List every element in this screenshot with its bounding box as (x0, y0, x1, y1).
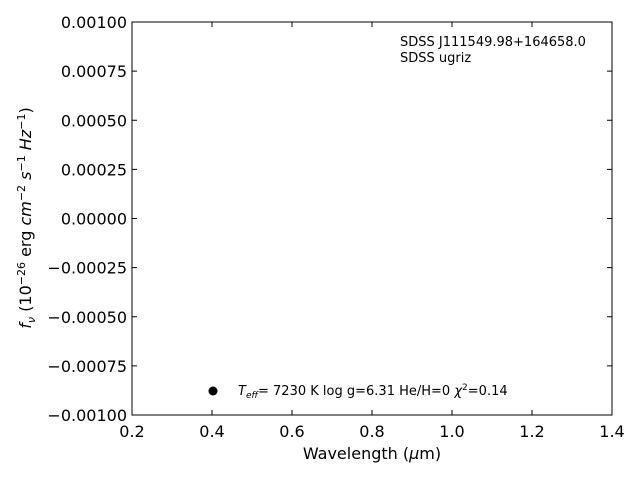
x-tick-label: 0.8 (359, 422, 384, 441)
x-axis: 0.2 0.4 0.6 0.8 1.0 1.2 1.4 (119, 22, 625, 441)
y-tick-label: −0.00075 (47, 357, 127, 376)
x-tick-label: 1.2 (519, 422, 544, 441)
y-tick-label: −0.00025 (47, 259, 127, 278)
legend-model-text: Teff= 7230 K log g=6.31 He/H=0 χ2=0.14 (238, 383, 508, 401)
y-axis: 0.00100 0.00075 0.00050 0.00025 0.00000 −0.00… (47, 13, 612, 425)
y-tick-label: 0.00075 (61, 62, 127, 81)
y-tick-label: 0.00100 (61, 13, 127, 32)
plot-area (131, 21, 613, 416)
x-tick-label: 0.6 (279, 422, 304, 441)
x-axis-label: Wavelength (μm) (303, 444, 441, 463)
x-tick-label: 0.2 (119, 422, 144, 441)
y-tick-label: 0.00000 (61, 210, 127, 229)
legend: Teff= 7230 K log g=6.31 He/H=0 χ2=0.14 (208, 383, 508, 401)
y-axis-label: fν (10−26 erg cm−2 s−1 Hz−1) (15, 107, 38, 328)
y-tick-label: −0.00050 (47, 308, 127, 327)
object-name-annotation: SDSS J111549.98+164658.0 (400, 35, 586, 50)
x-tick-label: 0.4 (199, 422, 224, 441)
photometry-annotation: SDSS ugriz (400, 51, 471, 66)
y-tick-label: 0.00050 (61, 111, 127, 130)
y-tick-label: −0.00100 (47, 406, 127, 425)
y-tick-label: 0.00025 (61, 160, 127, 179)
x-tick-label: 1.0 (439, 422, 464, 441)
legend-marker (208, 386, 218, 396)
x-tick-label: 1.4 (599, 422, 624, 441)
